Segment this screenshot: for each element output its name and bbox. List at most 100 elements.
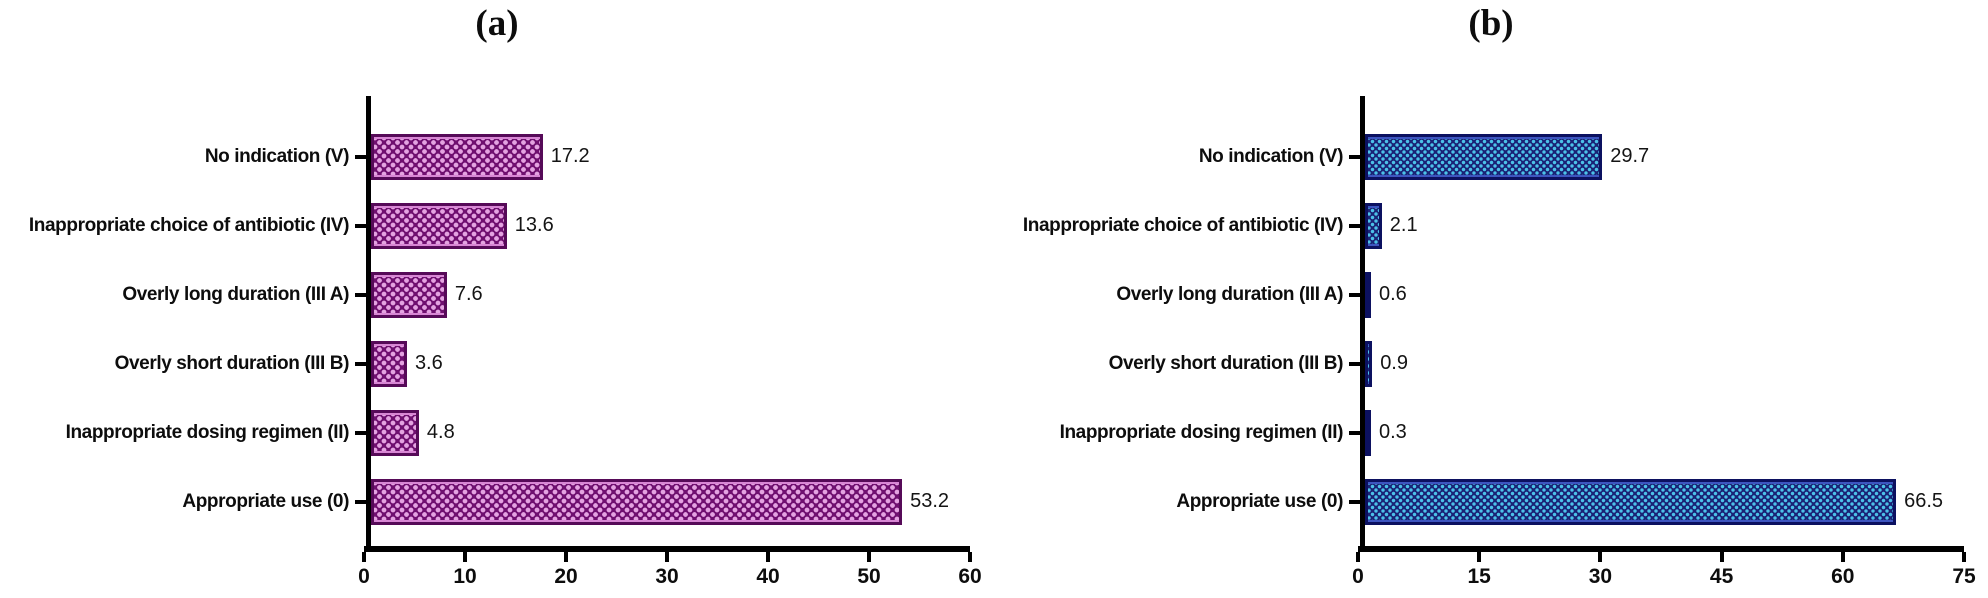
x-tick-mark (867, 552, 871, 562)
x-tick-label: 30 (655, 565, 679, 588)
bar-area: 7.6 (371, 260, 970, 329)
category-label: Overly short duration (III B) (1108, 352, 1344, 374)
bar-area: 29.7 (1365, 122, 1964, 191)
table-row: Overly short duration (III B) 3.6 (0, 329, 970, 398)
category-label: Inappropriate choice of antibiotic (IV) (28, 214, 349, 236)
value-label: 17.2 (550, 145, 590, 167)
bar (1365, 133, 1603, 180)
x-tick-label: 60 (958, 565, 982, 588)
category-tick-mark (355, 223, 366, 228)
bar-area: 0.9 (1365, 329, 1964, 398)
category-label: Appropriate use (0) (1176, 490, 1343, 512)
x-tick-mark (362, 552, 366, 562)
x-tick-mark (564, 552, 568, 562)
x-tick-label: 45 (1709, 565, 1734, 588)
x-tick-mark (968, 552, 972, 562)
bar (1365, 340, 1373, 387)
category-tick-mark (355, 154, 366, 159)
bar-area: 4.8 (371, 398, 970, 467)
x-axis: 0 10 20 30 40 50 60 (358, 546, 982, 588)
x-tick-mark (766, 552, 770, 562)
bar (371, 340, 407, 387)
x-tick-label: 10 (453, 565, 477, 588)
category-tick-mark (355, 499, 366, 504)
bar (1365, 271, 1371, 318)
table-row: Appropriate use (0) 66.5 (994, 467, 1964, 536)
category-tick-mark (355, 361, 366, 366)
bar-area: 53.2 (371, 467, 970, 536)
value-label: 29.7 (1610, 145, 1650, 167)
table-row: Overly long duration (III A) 7.6 (0, 260, 970, 329)
rows: No indication (V) 29.7 Inappropriate cho… (994, 122, 1964, 536)
x-tick-mark (463, 552, 467, 562)
panel-a: (a) No indication (V) 17.2 Inappropriate… (0, 3, 982, 588)
bar-area: 13.6 (371, 191, 970, 260)
x-tick-label: 50 (857, 565, 881, 588)
bar-area: 2.1 (1365, 191, 1964, 260)
value-label: 53.2 (910, 490, 950, 512)
category-label: Overly long duration (III A) (122, 283, 349, 305)
bar (371, 478, 903, 525)
category-tick-mark (355, 430, 366, 435)
bar (371, 133, 543, 180)
panel-a-title: (a) (475, 3, 519, 44)
bar (371, 409, 419, 456)
value-label: 7.6 (454, 283, 483, 305)
bar (1365, 409, 1371, 456)
bar (371, 202, 507, 249)
table-row: Inappropriate dosing regimen (II) 0.3 (994, 398, 1964, 467)
x-tick-label: 60 (1831, 565, 1855, 588)
table-row: Inappropriate choice of antibiotic (IV) … (994, 191, 1964, 260)
chart-a: No indication (V) 17.2 Inappropriate cho… (0, 96, 982, 588)
y-axis (366, 96, 371, 552)
bar-area: 66.5 (1365, 467, 1964, 536)
bar-area: 3.6 (371, 329, 970, 398)
x-tick-label: 75 (1952, 565, 1976, 588)
x-tick-mark (1719, 552, 1724, 562)
category-label: No indication (V) (1198, 145, 1344, 167)
x-tick-mark (1962, 552, 1966, 562)
x-axis: 0 15 30 45 60 75 (1352, 546, 1976, 588)
x-tick-label: 0 (358, 565, 370, 588)
bar-area: 0.6 (1365, 260, 1964, 329)
category-tick-mark (1349, 223, 1360, 228)
x-tick-mark (1840, 552, 1845, 562)
category-tick-mark (355, 292, 366, 297)
value-label: 66.5 (1904, 490, 1944, 512)
x-tick-label: 30 (1588, 565, 1613, 588)
bar (371, 271, 447, 318)
x-tick-mark (1598, 552, 1603, 562)
value-label: 13.6 (514, 214, 554, 236)
category-label: Overly short duration (III B) (114, 352, 350, 374)
category-label: Inappropriate dosing regimen (II) (1059, 421, 1344, 443)
panel-b: (b) No indication (V) 29.7 Inappropriate… (994, 0, 1988, 598)
x-tick-mark (1356, 552, 1360, 562)
value-label: 4.8 (426, 421, 455, 443)
value-label: 0.3 (1379, 421, 1407, 443)
bar (1365, 202, 1382, 249)
category-tick-mark (1349, 154, 1360, 159)
table-row: Overly long duration (III A) 0.6 (994, 260, 1964, 329)
value-label: 3.6 (414, 352, 443, 374)
chart-b: No indication (V) 29.7 Inappropriate cho… (994, 96, 1976, 588)
category-label: Inappropriate dosing regimen (II) (65, 421, 350, 443)
x-tick-label: 15 (1467, 565, 1491, 588)
x-tick-label: 20 (554, 565, 578, 588)
category-label: Overly long duration (III A) (1116, 283, 1343, 305)
bar (1365, 478, 1897, 525)
table-row: Inappropriate choice of antibiotic (IV) … (0, 191, 970, 260)
y-axis (1360, 96, 1365, 552)
category-tick-mark (1349, 499, 1360, 504)
value-label: 2.1 (1389, 214, 1418, 236)
x-tick-label: 40 (756, 565, 780, 588)
value-label: 0.9 (1380, 352, 1408, 374)
category-label: Inappropriate choice of antibiotic (IV) (1022, 214, 1343, 236)
category-tick-mark (1349, 361, 1360, 366)
bar-area: 17.2 (371, 122, 970, 191)
table-row: No indication (V) 29.7 (994, 122, 1964, 191)
table-row: No indication (V) 17.2 (0, 122, 970, 191)
rows: No indication (V) 17.2 Inappropriate cho… (0, 122, 970, 536)
x-tick-mark (665, 552, 669, 562)
panel-b-title: (b) (1468, 3, 1514, 44)
x-tick-label: 0 (1352, 565, 1364, 588)
